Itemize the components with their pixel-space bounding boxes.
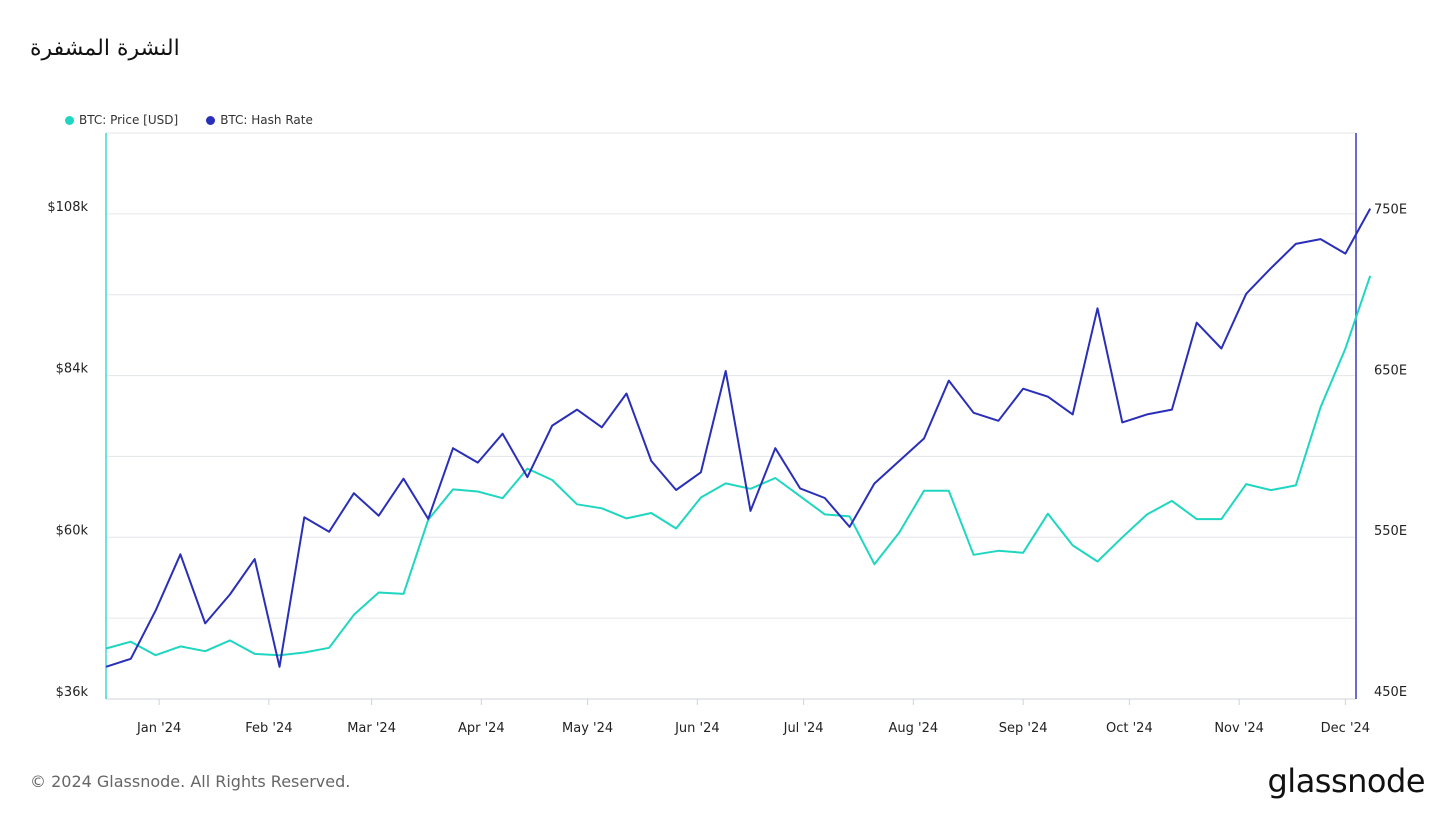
x-tick-label: May '24 bbox=[562, 721, 613, 736]
y-right-tick-label: 450E bbox=[1374, 685, 1407, 700]
y-left-tick-label: $60k bbox=[56, 523, 89, 538]
chart-title: النشرة المشفرة bbox=[30, 36, 180, 61]
y-left-tick-label: $108k bbox=[47, 200, 88, 215]
legend-item-hash-rate[interactable]: BTC: Hash Rate bbox=[206, 113, 313, 127]
y-right-tick-label: 550E bbox=[1374, 524, 1407, 539]
price-series-line bbox=[105, 275, 1372, 657]
y-right-tick-label: 650E bbox=[1374, 363, 1407, 378]
y-left-tick-label: $84k bbox=[56, 362, 89, 377]
glassnode-logo: glassnode bbox=[1267, 762, 1425, 800]
legend-hash-rate-label: BTC: Hash Rate bbox=[220, 113, 313, 127]
x-tick-label: Sep '24 bbox=[999, 721, 1048, 736]
legend-hash-rate-dot-icon bbox=[206, 115, 216, 125]
legend-item-price[interactable]: BTC: Price [USD] bbox=[65, 113, 178, 127]
x-tick-label: Apr '24 bbox=[458, 721, 505, 736]
x-tick-label: Oct '24 bbox=[1106, 721, 1153, 736]
x-tick-label: Jan '24 bbox=[136, 721, 181, 736]
x-tick-label: Mar '24 bbox=[347, 721, 396, 736]
hash-rate-series-line bbox=[105, 208, 1372, 668]
legend-price-dot-icon bbox=[65, 115, 74, 125]
y-right-tick-label: 750E bbox=[1374, 203, 1407, 218]
x-tick-label: Jun '24 bbox=[674, 721, 720, 736]
x-tick-label: Nov '24 bbox=[1214, 721, 1264, 736]
legend: BTC: Price [USD] BTC: Hash Rate bbox=[65, 113, 313, 127]
legend-price-label: BTC: Price [USD] bbox=[79, 113, 179, 127]
copyright-footer: © 2024 Glassnode. All Rights Reserved. bbox=[30, 772, 351, 791]
x-tick-label: Dec '24 bbox=[1321, 721, 1370, 736]
y-left-tick-label: $36k bbox=[56, 685, 89, 700]
x-tick-label: Aug '24 bbox=[889, 721, 939, 736]
x-tick-label: Jul '24 bbox=[783, 721, 824, 736]
x-tick-label: Feb '24 bbox=[245, 721, 292, 736]
